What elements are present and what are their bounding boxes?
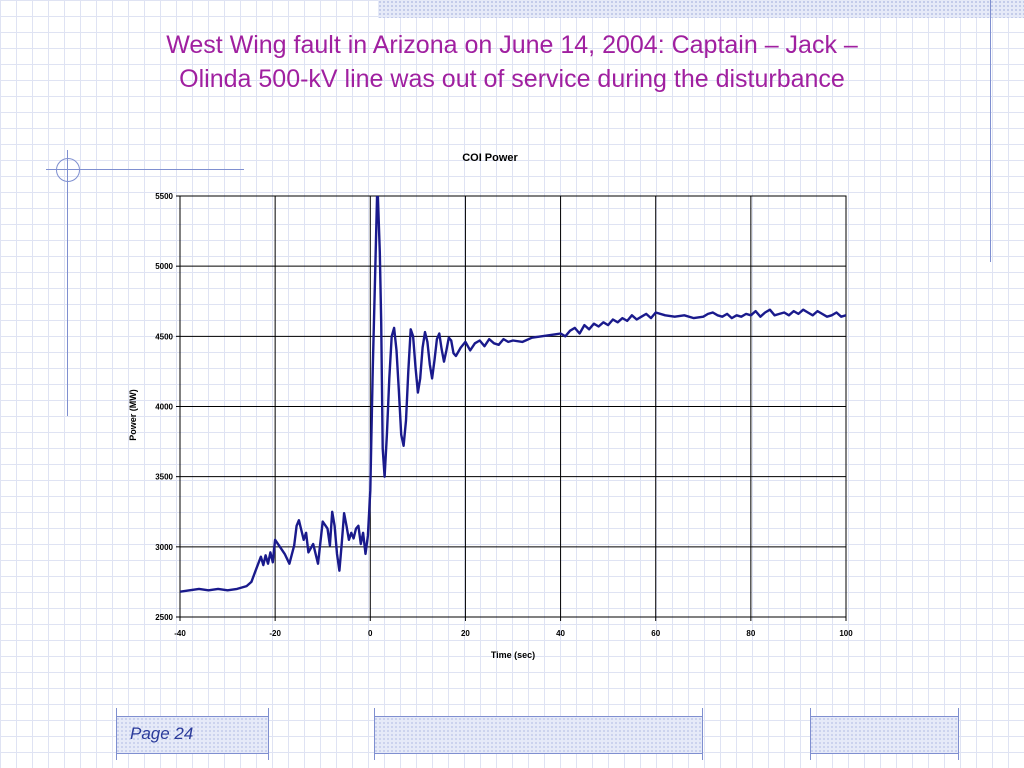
chart-grid [176,195,847,621]
x-tick-label: 80 [746,629,755,638]
x-tick-label: -20 [269,629,281,638]
x-tick-label: 20 [461,629,470,638]
y-tick-label: 2500 [155,613,173,622]
chart-title: COI Power [462,152,518,164]
x-tick-label: 100 [839,629,853,638]
footer-box-right [810,716,958,754]
footer-right-bar-a [810,708,811,760]
y-tick-label: 3500 [155,473,173,482]
page-number: Page 24 [130,724,194,743]
header-decor-band [378,0,1024,18]
y-axis-label: Power (MW) [128,389,138,441]
chart-ticks: -40 -20 0 20 40 60 80 100 2500 3000 3500 4000 4500 50… [155,192,853,638]
footer-box-left [116,716,268,754]
slide-title-line2: Olinda 500-kV line was out of service du… [179,65,845,93]
header-decor-line-right [990,0,991,262]
y-tick-label: 5500 [155,192,173,201]
footer-left-bar-b [268,708,269,760]
sidebar-decor-hline [46,169,244,170]
chart-series [180,196,846,593]
footer-mid-bar-a [374,708,375,760]
plot-area-border [179,195,847,618]
slide-title: West Wing fault in Arizona on June 14, 2… [40,28,984,96]
y-tick-label: 3000 [155,543,173,552]
sidebar-decor-line [67,150,68,416]
footer-left-bar-a [116,708,117,760]
coi-power-series-line [180,196,846,593]
y-tick-label: 4000 [155,403,173,412]
footer-mid-bar-b [702,708,703,760]
sidebar-decor-circle [56,158,80,182]
footer-right-bar-b [958,708,959,760]
x-tick-label: 40 [556,629,565,638]
x-tick-label: 0 [368,629,373,638]
y-tick-label: 5000 [155,262,173,271]
footer-box-middle [374,716,702,754]
x-axis-label: Time (sec) [491,650,535,660]
y-tick-label: 4500 [155,332,173,341]
x-tick-label: 60 [651,629,660,638]
slide-title-line1: West Wing fault in Arizona on June 14, 2… [166,31,858,59]
x-tick-label: -40 [174,629,186,638]
